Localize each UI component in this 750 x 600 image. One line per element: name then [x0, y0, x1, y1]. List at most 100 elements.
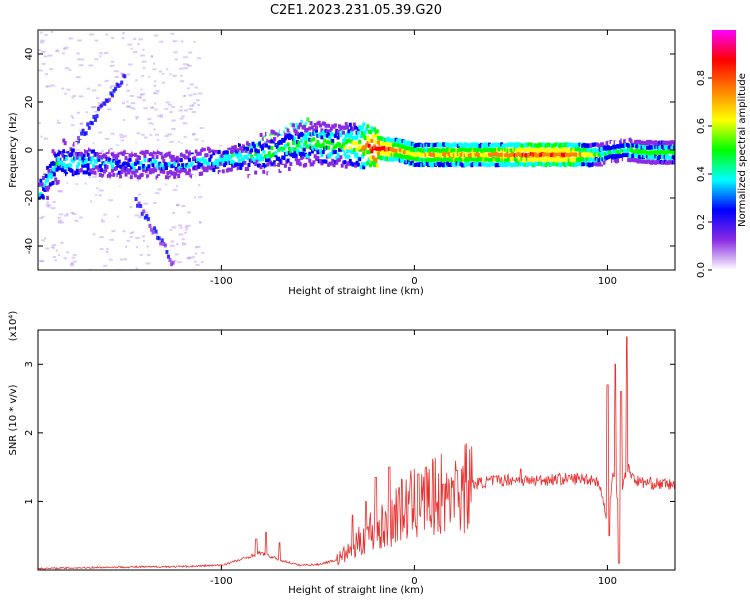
ridge-cell	[208, 138, 212, 143]
ridge-cell	[302, 147, 306, 152]
ridge-cell	[40, 199, 44, 204]
noise-speckle	[132, 51, 138, 54]
noise-speckle	[198, 196, 203, 199]
ridge-cell	[267, 136, 271, 141]
noise-speckle	[188, 94, 193, 97]
ridge-cell	[266, 162, 270, 167]
noise-speckle	[95, 172, 99, 175]
ridge-cell	[109, 160, 113, 165]
ridge-cell	[46, 187, 50, 192]
noise-speckle	[173, 51, 178, 54]
noise-speckle	[166, 68, 169, 71]
ridge-cell	[290, 147, 294, 152]
ridge-cell	[81, 160, 85, 165]
noise-speckle	[144, 172, 149, 175]
ridge-cell	[354, 163, 358, 168]
ridge-cell	[348, 146, 352, 151]
noise-speckle	[116, 215, 120, 218]
ridge-cell	[58, 139, 62, 144]
ridge-cell	[56, 157, 60, 162]
noise-speckle	[46, 85, 51, 88]
noise-speckle	[126, 73, 131, 76]
ridge-cell	[351, 127, 355, 132]
noise-speckle	[104, 52, 109, 55]
ridge-cell	[151, 148, 155, 153]
ridge-cell	[123, 150, 127, 155]
ridge-cell	[150, 183, 154, 188]
ridge-cell	[116, 153, 120, 158]
noise-speckle	[119, 133, 124, 136]
ridge-cell	[147, 143, 151, 148]
ridge-cell	[363, 145, 367, 150]
colorbar-tick-label: 0.0	[696, 262, 707, 278]
ridge-cell	[193, 156, 197, 161]
noise-speckle	[92, 176, 97, 179]
ridge-cell	[162, 158, 166, 163]
noise-speckle	[39, 31, 43, 34]
ridge-cell	[197, 160, 201, 165]
ridge-cell	[116, 140, 120, 145]
ridge-cell	[265, 158, 269, 163]
ridge-cell	[160, 144, 164, 149]
snr-frame	[37, 329, 676, 571]
streak-cell	[115, 82, 119, 87]
ridge-cell	[673, 141, 675, 146]
noise-speckle	[40, 39, 45, 42]
noise-speckle	[181, 205, 186, 208]
noise-speckle	[70, 124, 75, 127]
ridge-cell	[408, 145, 412, 150]
y-tick-label: 1	[24, 498, 35, 504]
noise-speckle	[105, 33, 109, 36]
ridge-cell	[228, 154, 232, 159]
colorbar-ticks: 0.0 0.2 0.4 0.6 0.8	[696, 70, 712, 278]
noise-speckle	[86, 87, 91, 90]
ridge-cell	[132, 149, 136, 154]
ridge-cell	[308, 158, 312, 163]
noise-speckle	[157, 188, 162, 191]
noise-speckle	[126, 100, 129, 103]
ridge-cell	[277, 162, 281, 167]
ridge-cell	[344, 133, 348, 138]
ridge-cell	[210, 145, 214, 150]
ridge-cell	[286, 142, 290, 147]
ridge-cell	[346, 149, 350, 154]
ridge-cell	[158, 166, 162, 171]
ridge-cell	[148, 157, 152, 162]
noise-speckle	[127, 43, 133, 46]
noise-speckle	[64, 67, 69, 70]
ridge-cell	[327, 123, 331, 128]
ridge-cell	[243, 140, 247, 145]
ridge-cell	[246, 146, 250, 151]
noise-speckle	[55, 50, 60, 53]
ridge-cell	[360, 162, 364, 167]
streak-cell	[123, 74, 127, 79]
noise-speckle	[45, 247, 50, 250]
ridge-cell	[128, 157, 132, 162]
ridge-cell	[47, 168, 51, 173]
ridge-cell	[310, 125, 314, 130]
noise-speckle	[172, 211, 176, 214]
snr-x-label: Height of straight line (km)	[288, 585, 424, 596]
noise-speckle	[129, 206, 133, 209]
noise-speckle	[161, 81, 166, 84]
noise-speckle	[183, 94, 186, 97]
noise-speckle	[77, 58, 80, 61]
ridge-cell	[117, 159, 121, 164]
ridge-cell	[142, 180, 146, 185]
ridge-cell	[77, 162, 81, 167]
ridge-cell	[112, 172, 116, 177]
noise-speckle	[172, 74, 177, 77]
noise-speckle	[52, 244, 57, 247]
ridge-cell	[196, 158, 200, 163]
ridge-cell	[186, 171, 190, 176]
noise-speckle	[90, 106, 96, 109]
ridge-cell	[62, 173, 66, 178]
ridge-cell	[343, 125, 347, 130]
noise-speckle	[139, 93, 143, 96]
snr-marks	[37, 336, 675, 571]
ridge-cell	[90, 170, 94, 175]
ridge-cell	[340, 125, 344, 130]
ridge-cell	[51, 180, 55, 185]
ridge-cell	[328, 154, 332, 159]
ridge-cell	[242, 144, 246, 149]
